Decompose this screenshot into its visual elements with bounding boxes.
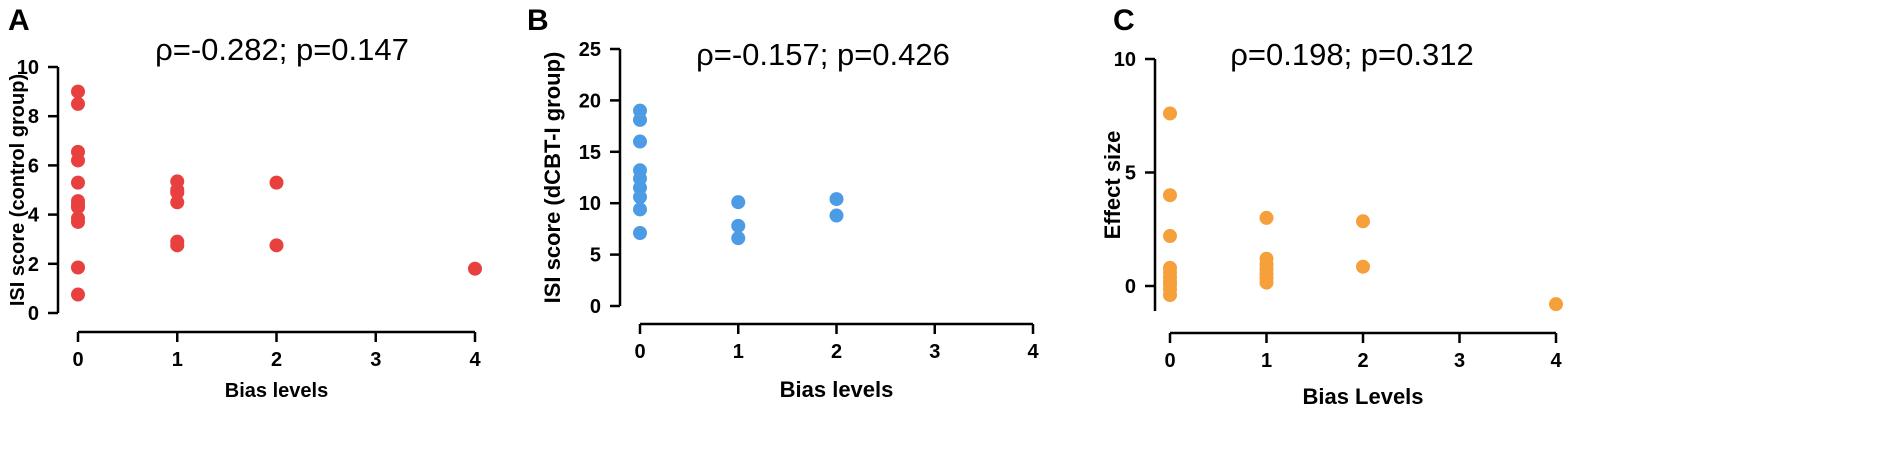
x-tick-label: 4: [1027, 341, 1039, 363]
y-tick-label: 0: [28, 303, 39, 325]
y-tick-label: 6: [28, 155, 39, 177]
y-tick-label: 2: [28, 254, 39, 276]
panel-letter: B: [527, 4, 549, 37]
x-tick-label: 1: [172, 349, 183, 371]
data-point: [170, 195, 185, 210]
data-point: [633, 134, 647, 149]
panel-letter: C: [1113, 4, 1135, 37]
data-point: [71, 287, 85, 302]
data-point: [829, 208, 844, 223]
data-point: [829, 192, 844, 207]
data-point: [71, 200, 85, 215]
x-tick-label: 1: [1261, 350, 1272, 372]
data-point: [71, 214, 85, 229]
correlation-annotation: ρ=-0.282; p=0.147: [155, 32, 409, 67]
panel-a: Aρ=-0.282; p=0.147 0 2 4 6 8 10 0 1 2 3 4 Bias level…: [7, 4, 482, 402]
data-point: [1259, 210, 1274, 225]
y-tick-label: 10: [1114, 49, 1136, 71]
y-tick-label: 5: [1125, 163, 1136, 185]
data-point: [170, 185, 185, 200]
x-tick-label: 0: [72, 349, 83, 371]
correlation-annotation: ρ=0.198; p=0.312: [1230, 37, 1473, 72]
y-tick-label: 25: [579, 39, 601, 61]
data-point: [71, 96, 85, 111]
x-tick-label: 4: [1550, 350, 1562, 372]
y-tick-label: 5: [590, 245, 601, 267]
x-tick-label: 3: [929, 341, 940, 363]
panel-c: Cρ=0.198; p=0.312 0 5 10 0 1 2 3 4 Bias Levels Eff…: [1100, 4, 1563, 409]
data-point: [731, 218, 746, 233]
data-point: [633, 112, 647, 127]
x-axis-title: Bias levels: [780, 377, 894, 402]
x-tick-label: 4: [469, 349, 481, 371]
data-point: [71, 175, 85, 190]
x-axis-title: Bias levels: [225, 380, 328, 402]
x-tick-label: 3: [370, 349, 381, 371]
data-point: [1259, 275, 1274, 290]
data-point: [633, 202, 647, 217]
x-tick-label: 2: [1357, 350, 1368, 372]
x-tick-label: 0: [634, 341, 645, 363]
data-point: [633, 226, 647, 241]
x-tick-label: 1: [733, 341, 744, 363]
y-tick-label: 4: [28, 205, 40, 227]
panel-b: Bρ=-0.157; p=0.426 0 5 10 15 20 25 0 1 2 3 4 Bias le…: [527, 4, 1039, 402]
data-point: [1163, 288, 1177, 303]
y-tick-label: 10: [579, 193, 601, 215]
data-point: [731, 195, 746, 210]
y-tick-label: 10: [17, 57, 39, 79]
y-axis-title: Effect size: [1100, 131, 1125, 240]
x-axis-title: Bias Levels: [1302, 384, 1423, 409]
y-tick-label: 0: [1125, 276, 1136, 298]
data-point: [468, 261, 482, 276]
data-point: [1356, 259, 1370, 274]
x-tick-label: 3: [1454, 350, 1465, 372]
data-point: [71, 153, 85, 168]
x-tick-label: 2: [831, 341, 842, 363]
data-point: [71, 260, 85, 275]
data-point: [170, 238, 185, 253]
y-tick-label: 8: [28, 106, 39, 128]
data-point: [1163, 106, 1177, 121]
x-tick-label: 2: [271, 349, 282, 371]
y-axis-title: ISI score (control group): [7, 74, 29, 306]
data-point: [269, 238, 284, 253]
data-point: [633, 190, 647, 205]
data-point: [269, 175, 284, 190]
x-tick-label: 0: [1164, 350, 1175, 372]
y-axis-title: ISI score (dCBT-I group): [540, 52, 565, 304]
data-point: [71, 84, 85, 99]
data-point: [1549, 297, 1563, 312]
data-point: [1163, 229, 1177, 244]
data-point: [1163, 188, 1177, 203]
y-tick-label: 0: [590, 296, 601, 318]
data-point: [731, 231, 746, 246]
correlation-annotation: ρ=-0.157; p=0.426: [696, 37, 950, 72]
y-tick-label: 20: [579, 90, 601, 112]
panel-letter: A: [8, 4, 30, 37]
data-point: [1356, 214, 1370, 229]
y-tick-label: 15: [579, 142, 601, 164]
